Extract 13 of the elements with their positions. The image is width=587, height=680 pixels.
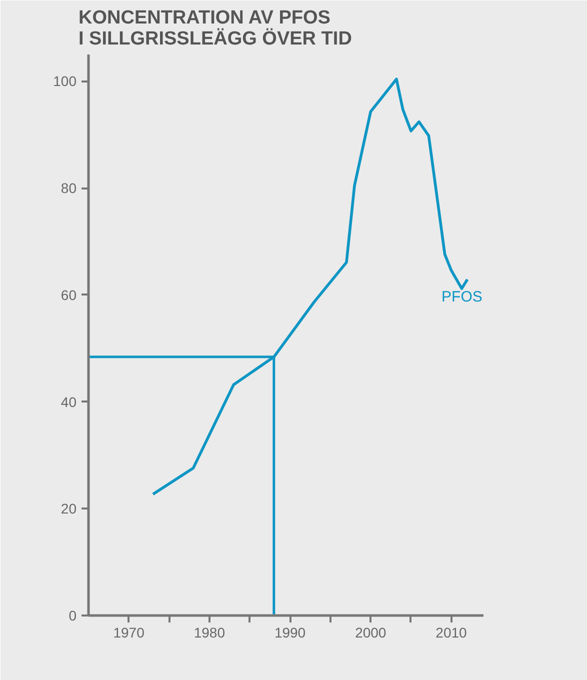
y-tick-label: 100: [53, 73, 77, 90]
x-tick-label: 2010: [436, 624, 468, 640]
y-tick-label: 80: [60, 180, 77, 196]
x-tick-label: 1990: [274, 624, 306, 640]
x-tick-label: 1980: [194, 624, 226, 640]
y-tick-label: 20: [60, 500, 77, 517]
x-tick-label: 2000: [355, 624, 386, 640]
y-tick-label: 60: [60, 286, 77, 303]
series-label: PFOS: [442, 288, 482, 306]
y-tick-label: 40: [60, 394, 77, 410]
y-tick-label: 0: [68, 608, 77, 624]
x-tick-label: 1970: [113, 624, 145, 640]
chart-title: KONCENTRATION AV PFOS I SILLGRISSLEÄGG ÖVER TID: [78, 8, 352, 50]
